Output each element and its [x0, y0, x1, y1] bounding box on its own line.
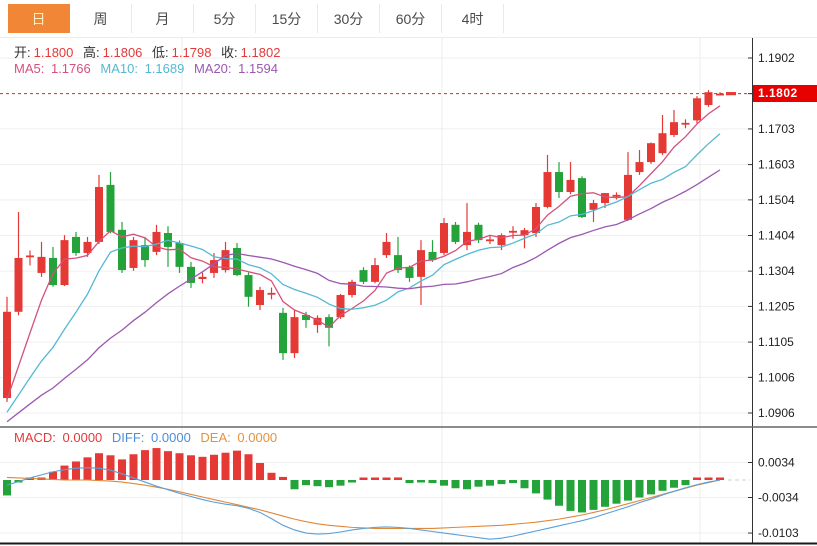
diff-value: 0.0000 [151, 430, 191, 445]
candles-group [3, 90, 724, 402]
ma10-value: 1.1689 [144, 61, 185, 76]
macd-histogram [3, 448, 724, 513]
price-axis-label: 1.1703 [758, 122, 795, 136]
ohlc-legend: 开: 1.1800 高: 1.1806 低: 1.1798 收: 1.1802 [14, 42, 286, 61]
open-label: 开: [14, 45, 31, 60]
macd-legend: MACD: 0.0000 DIFF: 0.0000 DEA: 0.0000 [14, 430, 283, 445]
dea-value: 0.0000 [237, 430, 278, 445]
price-axis-label: 1.1304 [758, 264, 795, 278]
current-price-line [0, 92, 752, 96]
price-axis-label: 1.1902 [758, 51, 795, 65]
tab-4hour[interactable]: 4时 [442, 4, 504, 33]
ma5-line [6, 105, 721, 400]
timeframe-tabbar: 日 周 月 5分 15分 30分 60分 4时 [0, 0, 817, 38]
ma20-line [6, 169, 721, 423]
tab-monthly[interactable]: 月 [132, 4, 194, 33]
current-price-tag: 1.1802 [753, 85, 817, 102]
close-value: 1.1802 [240, 45, 281, 60]
price-axis-label: 1.1603 [758, 158, 795, 172]
ma20-label: MA20: [193, 61, 232, 76]
tab-60min[interactable]: 60分 [380, 4, 442, 33]
high-value: 1.1806 [102, 45, 143, 60]
macd-value: 0.0000 [62, 430, 103, 445]
ma-legend: MA5: 1.1766 MA10: 1.1689 MA20: 1.1594 [14, 61, 284, 76]
ma10-line [6, 133, 721, 413]
price-axis-label: 1.1504 [758, 193, 795, 207]
diff-line [6, 467, 721, 540]
macd-label: MACD: [14, 430, 56, 445]
ma20-value: 1.1594 [238, 61, 278, 76]
chart-frame [0, 38, 817, 545]
ma10-label: MA10: [100, 61, 138, 76]
open-value: 1.1800 [33, 45, 74, 60]
price-axis-label: 1.1205 [758, 299, 795, 313]
macd-axis-label: -0.0103 [758, 526, 799, 540]
dea-label: DEA: [200, 430, 231, 445]
macd-axis-label: -0.0034 [758, 491, 799, 505]
tab-15min[interactable]: 15分 [256, 4, 318, 33]
tab-30min[interactable]: 30分 [318, 4, 380, 33]
ma5-value: 1.1766 [50, 61, 91, 76]
close-label: 收: [221, 45, 238, 60]
price-axis-label: 1.0906 [758, 406, 795, 420]
diff-label: DIFF: [111, 430, 145, 445]
low-label: 低: [152, 45, 169, 60]
ma5-label: MA5: [14, 61, 45, 76]
price-axis-label: 1.1105 [758, 335, 794, 349]
tab-5min[interactable]: 5分 [194, 4, 256, 33]
macd-axis-label: 0.0034 [758, 455, 795, 469]
price-axis-label: 1.1006 [758, 370, 795, 384]
y-axis-labels: 1.1902 1.1703 1.1603 1.1504 1.1404 1.1304 1.12… [748, 51, 799, 540]
price-axis-label: 1.1404 [758, 229, 795, 243]
low-value: 1.1798 [171, 45, 212, 60]
tab-daily[interactable]: 日 [8, 4, 70, 33]
high-label: 高: [83, 45, 100, 60]
tab-weekly[interactable]: 周 [70, 4, 132, 33]
